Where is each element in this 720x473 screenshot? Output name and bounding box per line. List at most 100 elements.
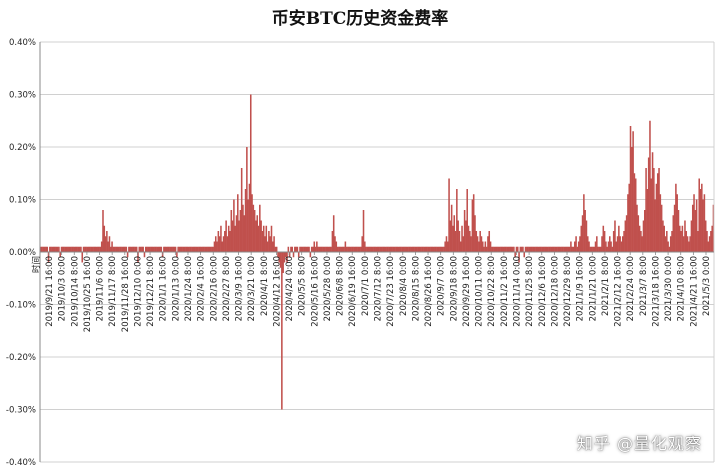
funding-rate-bar: [309, 252, 312, 258]
funding-rate-bar: [401, 246, 404, 252]
funding-rate-bar: [314, 246, 317, 252]
funding-rate-bar: [179, 246, 182, 252]
funding-rate-bar: [160, 246, 163, 252]
funding-rate-bar: [187, 246, 190, 252]
x-tick-label: 2020/12/29 8:00: [563, 256, 573, 327]
funding-rate-bar: [614, 220, 616, 252]
funding-rate-bar: [712, 204, 715, 252]
funding-rate-bar: [631, 147, 633, 252]
funding-rate-bar: [176, 252, 178, 258]
funding-rate-bar: [82, 246, 85, 252]
funding-rate-bar: [262, 225, 265, 252]
y-tick-label: -0.20%: [6, 353, 36, 363]
funding-rate-bar: [383, 246, 386, 252]
x-tick-label: 2020/7/23 16:00: [386, 256, 396, 327]
funding-rate-bar: [147, 246, 150, 252]
funding-rate-bar: [679, 225, 681, 252]
funding-rate-bar: [108, 236, 111, 252]
funding-rate-bar: [590, 246, 593, 252]
funding-rate-bar: [59, 252, 61, 258]
funding-rate-bar: [204, 246, 207, 252]
funding-rate-bar: [583, 194, 585, 252]
funding-rate-bar: [629, 126, 632, 252]
funding-rate-bar: [483, 246, 485, 252]
funding-rate-bar: [529, 246, 532, 252]
funding-rate-bar: [554, 246, 557, 252]
funding-rate-bar: [555, 246, 558, 252]
funding-rate-bar: [526, 246, 528, 252]
funding-rate-bar: [120, 246, 122, 252]
funding-rate-bar: [375, 246, 378, 252]
funding-rate-bar: [586, 236, 589, 252]
funding-rate-bar: [627, 194, 629, 252]
funding-rate-bar: [612, 231, 615, 252]
funding-rate-bar: [528, 246, 531, 252]
funding-rate-bar: [47, 252, 50, 263]
funding-rate-bar: [334, 236, 336, 252]
funding-rate-bar: [444, 241, 446, 252]
funding-rate-bar: [185, 246, 187, 252]
funding-rate-bar: [163, 246, 165, 252]
funding-rate-bar: [91, 246, 94, 252]
funding-rate-bar: [139, 246, 142, 252]
funding-rate-bar: [471, 199, 474, 252]
funding-rate-bar: [142, 246, 144, 252]
funding-rate-bar: [524, 246, 527, 252]
funding-rate-bar: [154, 246, 156, 252]
funding-rate-bar: [491, 246, 493, 252]
funding-rate-bar: [107, 241, 109, 252]
funding-rate-bar: [157, 246, 160, 252]
funding-rate-bar: [489, 241, 492, 252]
funding-rate-bar: [249, 94, 252, 252]
funding-rate-bar: [450, 204, 453, 252]
funding-rate-bar: [103, 225, 106, 252]
x-tick-label: 2019/10/3 0:00: [58, 256, 68, 321]
funding-rate-bar: [208, 246, 211, 252]
funding-rate-bar: [580, 225, 583, 252]
funding-rate-bar: [671, 231, 673, 252]
funding-rate-bar: [551, 246, 554, 252]
funding-rate-bar: [367, 246, 370, 252]
funding-rate-bar: [432, 246, 435, 252]
funding-rate-bar: [469, 231, 471, 252]
funding-rate-bar: [40, 246, 42, 252]
funding-rate-bar: [80, 246, 82, 252]
funding-rate-bar: [380, 246, 383, 252]
funding-rate-bar: [72, 246, 74, 252]
funding-rate-bar: [568, 246, 571, 252]
funding-rate-bar: [299, 246, 301, 252]
funding-rate-bar: [174, 246, 177, 252]
funding-rate-bar: [86, 246, 89, 252]
funding-rate-bar: [642, 220, 645, 252]
funding-rate-bar: [711, 225, 713, 252]
funding-rate-bar: [220, 225, 222, 252]
funding-rate-bar: [458, 231, 461, 252]
funding-rate-bar: [300, 246, 303, 252]
funding-rate-bar: [50, 246, 52, 252]
x-tick-label: 2020/7/1 0:00: [361, 256, 371, 316]
funding-rate-bar: [261, 231, 264, 252]
funding-rate-bar: [42, 246, 45, 252]
funding-rate-bar: [205, 246, 208, 252]
funding-rate-bar: [41, 246, 43, 252]
funding-rate-bar: [424, 246, 427, 252]
funding-rate-bar: [431, 246, 433, 252]
funding-rate-bar: [511, 246, 514, 252]
funding-rate-bar: [546, 246, 549, 252]
funding-rate-bar: [518, 252, 520, 263]
funding-rate-bar: [268, 231, 270, 252]
funding-rate-bar: [237, 194, 239, 252]
funding-rate-bar: [58, 246, 60, 252]
funding-rate-bar: [513, 246, 515, 252]
funding-rate-bar: [558, 246, 561, 252]
funding-rate-bar: [684, 220, 686, 252]
funding-rate-bar: [325, 246, 327, 252]
funding-rate-bar: [264, 236, 266, 252]
funding-rate-bar: [292, 252, 295, 258]
funding-rate-bar: [274, 246, 277, 252]
funding-rate-bar: [124, 246, 126, 252]
funding-rate-bar: [703, 194, 706, 252]
funding-rate-bar: [655, 183, 658, 252]
funding-rate-bar: [52, 246, 55, 252]
funding-rate-bar: [189, 246, 191, 252]
